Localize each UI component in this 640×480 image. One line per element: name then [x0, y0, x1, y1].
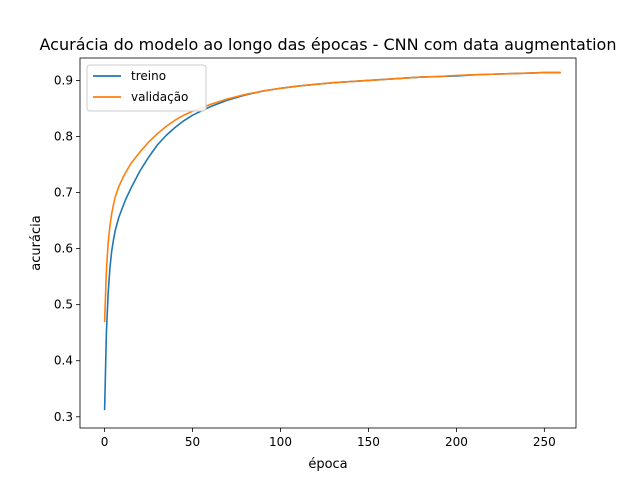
legend-label: validação — [131, 90, 188, 104]
y-tick-label: 0.3 — [54, 410, 73, 424]
y-tick-label: 0.5 — [54, 298, 73, 312]
y-tick-label: 0.9 — [54, 73, 73, 87]
series-line-validacao — [103, 71, 561, 323]
x-tick-label: 250 — [533, 435, 556, 449]
x-tick-label: 100 — [269, 435, 292, 449]
y-axis-label: acurácia — [29, 215, 44, 270]
series-layer — [103, 71, 561, 411]
y-tick-label: 0.8 — [54, 129, 73, 143]
x-tick-label: 0 — [101, 435, 109, 449]
plot-area-frame — [79, 57, 577, 429]
y-tick-label: 0.4 — [54, 354, 73, 368]
y-tick-label: 0.6 — [54, 242, 73, 256]
y-tick-label: 0.7 — [54, 186, 73, 200]
x-tick-label: 150 — [357, 435, 380, 449]
ticks-layer: 0 50 100 150 200 250 0.3 0.4 0.5 0.6 0.7 0.8 0.9 — [54, 73, 556, 449]
legend: treino validação — [86, 64, 207, 112]
chart-title: Acurácia do modelo ao longo das épocas -… — [40, 35, 617, 54]
legend-label: treino — [131, 69, 166, 83]
x-tick-label: 200 — [445, 435, 468, 449]
x-axis-label: época — [308, 457, 347, 472]
x-tick-label: 50 — [185, 435, 200, 449]
